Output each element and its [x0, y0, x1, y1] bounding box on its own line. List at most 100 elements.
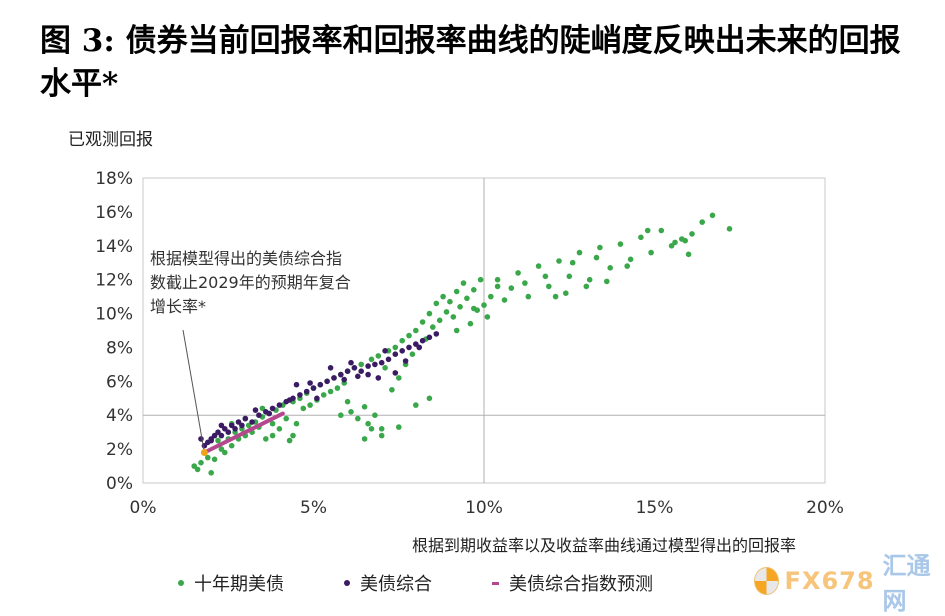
point-treasury-10y	[597, 244, 603, 251]
point-aggregate	[303, 388, 310, 395]
point-treasury-10y	[211, 456, 218, 463]
point-treasury-10y	[586, 276, 593, 283]
point-treasury-10y	[307, 402, 313, 408]
annotation-leader-line	[182, 329, 205, 453]
point-aggregate	[406, 344, 412, 351]
point-aggregate	[433, 331, 440, 337]
point-treasury-10y	[689, 231, 695, 237]
point-treasury-10y	[348, 409, 354, 415]
point-treasury-10y	[361, 436, 368, 442]
legend-label-forecast: 美债综合指数预测	[509, 574, 653, 595]
point-treasury-10y	[355, 415, 361, 422]
point-treasury-10y	[484, 314, 491, 320]
point-aggregate	[416, 344, 423, 351]
point-treasury-10y	[409, 351, 416, 358]
point-treasury-10y	[508, 285, 515, 291]
point-treasury-10y	[392, 344, 399, 351]
point-treasury-10y	[375, 353, 382, 359]
y-tick-label: 16%	[95, 203, 133, 223]
point-treasury-10y	[440, 293, 446, 300]
point-aggregate	[211, 432, 218, 439]
point-aggregate	[208, 437, 214, 444]
point-treasury-10y	[228, 442, 235, 449]
point-treasury-10y	[208, 470, 214, 476]
legend-label-treasury-10y: 十年期美债	[194, 574, 284, 595]
point-aggregate	[399, 348, 406, 354]
annotation-target-point	[200, 449, 208, 456]
point-treasury-10y	[382, 365, 388, 371]
legend-marker-aggregate	[344, 580, 350, 586]
x-tick-label: 0%	[130, 498, 157, 518]
watermark: FX678 汇通网	[754, 552, 945, 615]
point-treasury-10y	[396, 424, 402, 430]
point-aggregate	[382, 348, 388, 354]
point-aggregate	[331, 375, 337, 381]
y-axis-label: 已观测回报	[68, 130, 153, 150]
point-treasury-10y	[638, 234, 644, 241]
forecast-line	[202, 411, 285, 455]
point-treasury-10y	[648, 249, 654, 256]
point-treasury-10y	[467, 320, 474, 327]
x-tick-label: 20%	[806, 498, 844, 518]
point-treasury-10y	[447, 298, 453, 305]
point-treasury-10y	[194, 466, 201, 473]
point-treasury-10y	[218, 446, 225, 452]
point-treasury-10y	[290, 432, 296, 439]
point-treasury-10y	[433, 300, 440, 307]
legend-marker-treasury-10y	[178, 580, 184, 586]
point-aggregate	[222, 426, 228, 432]
point-treasury-10y	[460, 280, 467, 286]
point-aggregate	[358, 368, 365, 375]
y-tick-label: 18%	[95, 169, 133, 189]
point-aggregate	[344, 368, 351, 375]
point-treasury-10y	[494, 276, 501, 283]
legend-marker-forecast	[492, 581, 499, 585]
point-treasury-10y	[358, 361, 365, 368]
point-aggregate	[341, 376, 348, 383]
point-treasury-10y	[668, 243, 675, 249]
point-treasury-10y	[338, 412, 344, 419]
point-treasury-10y	[198, 459, 204, 466]
annotation-text-line: 数截止2029年的预期年复合	[150, 273, 351, 292]
y-tick-label: 8%	[106, 338, 133, 358]
point-aggregate	[419, 337, 426, 344]
point-aggregate	[392, 370, 399, 376]
point-treasury-10y	[361, 404, 368, 410]
point-aggregate	[297, 392, 303, 398]
point-treasury-10y	[494, 283, 501, 290]
legend-item-aggregate: 美债综合	[344, 570, 432, 596]
chart-title: 图 3: 债券当前回报率和回报率曲线的陡峭度反映出未来的回报水平*	[40, 23, 901, 102]
point-treasury-10y	[525, 293, 532, 300]
point-aggregate	[372, 361, 378, 368]
point-treasury-10y	[245, 422, 252, 429]
point-treasury-10y	[378, 432, 385, 439]
point-aggregate	[249, 419, 255, 425]
point-treasury-10y	[471, 305, 477, 312]
point-treasury-10y	[501, 297, 508, 303]
point-treasury-10y	[450, 314, 457, 320]
point-treasury-10y	[471, 287, 477, 293]
point-treasury-10y	[430, 324, 436, 330]
point-treasury-10y	[566, 273, 573, 280]
point-aggregate	[218, 432, 225, 439]
point-aggregate	[310, 385, 317, 391]
y-tick-label: 0%	[106, 474, 133, 494]
point-aggregate	[276, 402, 283, 408]
legend: 十年期美债 美债综合 美债综合指数预测	[178, 570, 653, 596]
point-treasury-10y	[396, 375, 402, 381]
fx678-logo-icon	[754, 567, 779, 595]
point-aggregate	[218, 422, 225, 429]
point-treasury-10y	[368, 426, 375, 432]
point-treasury-10y	[556, 258, 562, 264]
point-treasury-10y	[522, 280, 528, 286]
point-treasury-10y	[576, 249, 583, 256]
point-treasury-10y	[426, 310, 433, 317]
watermark-text: FX678	[784, 567, 875, 595]
point-aggregate	[365, 371, 371, 378]
x-tick-label: 5%	[300, 498, 327, 518]
point-aggregate	[286, 397, 293, 403]
point-aggregate	[365, 363, 371, 369]
point-treasury-10y	[399, 337, 406, 344]
point-treasury-10y	[334, 385, 341, 391]
